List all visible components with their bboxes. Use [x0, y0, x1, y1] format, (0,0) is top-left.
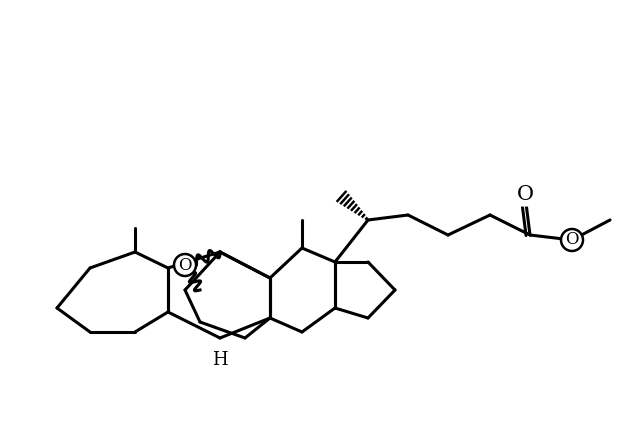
Text: H: H: [212, 351, 228, 369]
Circle shape: [561, 229, 583, 251]
Text: O: O: [179, 256, 192, 273]
Text: O: O: [516, 185, 534, 204]
Text: O: O: [565, 232, 579, 249]
Circle shape: [174, 254, 196, 276]
